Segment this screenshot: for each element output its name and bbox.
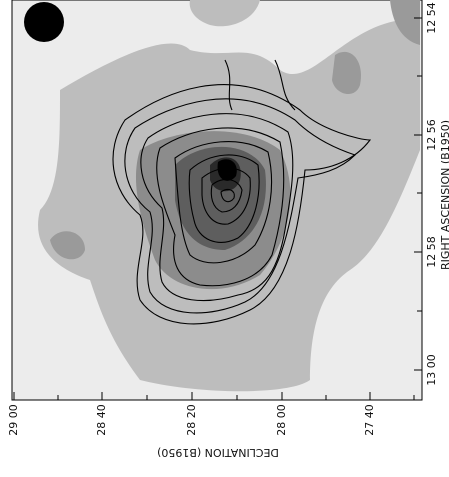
x-tick-label: 28 20	[185, 404, 198, 436]
gray-map	[38, 0, 420, 392]
x-axis-title: DECLINATION (B1950)	[157, 446, 279, 459]
x-tick-label: 29 00	[7, 404, 20, 436]
y-tick-label: 12 58	[425, 236, 438, 268]
y-tick-label: 12 56	[425, 119, 438, 151]
x-tick-label: 28 00	[275, 404, 288, 436]
y-tick-label: 13 00	[425, 354, 438, 386]
contours	[112, 59, 372, 325]
beam	[24, 2, 64, 42]
y-tick-label: 12 54	[425, 2, 438, 34]
y-axis-title: RIGHT ASCENSION (B1950)	[439, 120, 449, 270]
x-tick-label: 28 40	[95, 404, 108, 436]
x-tick-label: 27 40	[363, 404, 376, 436]
